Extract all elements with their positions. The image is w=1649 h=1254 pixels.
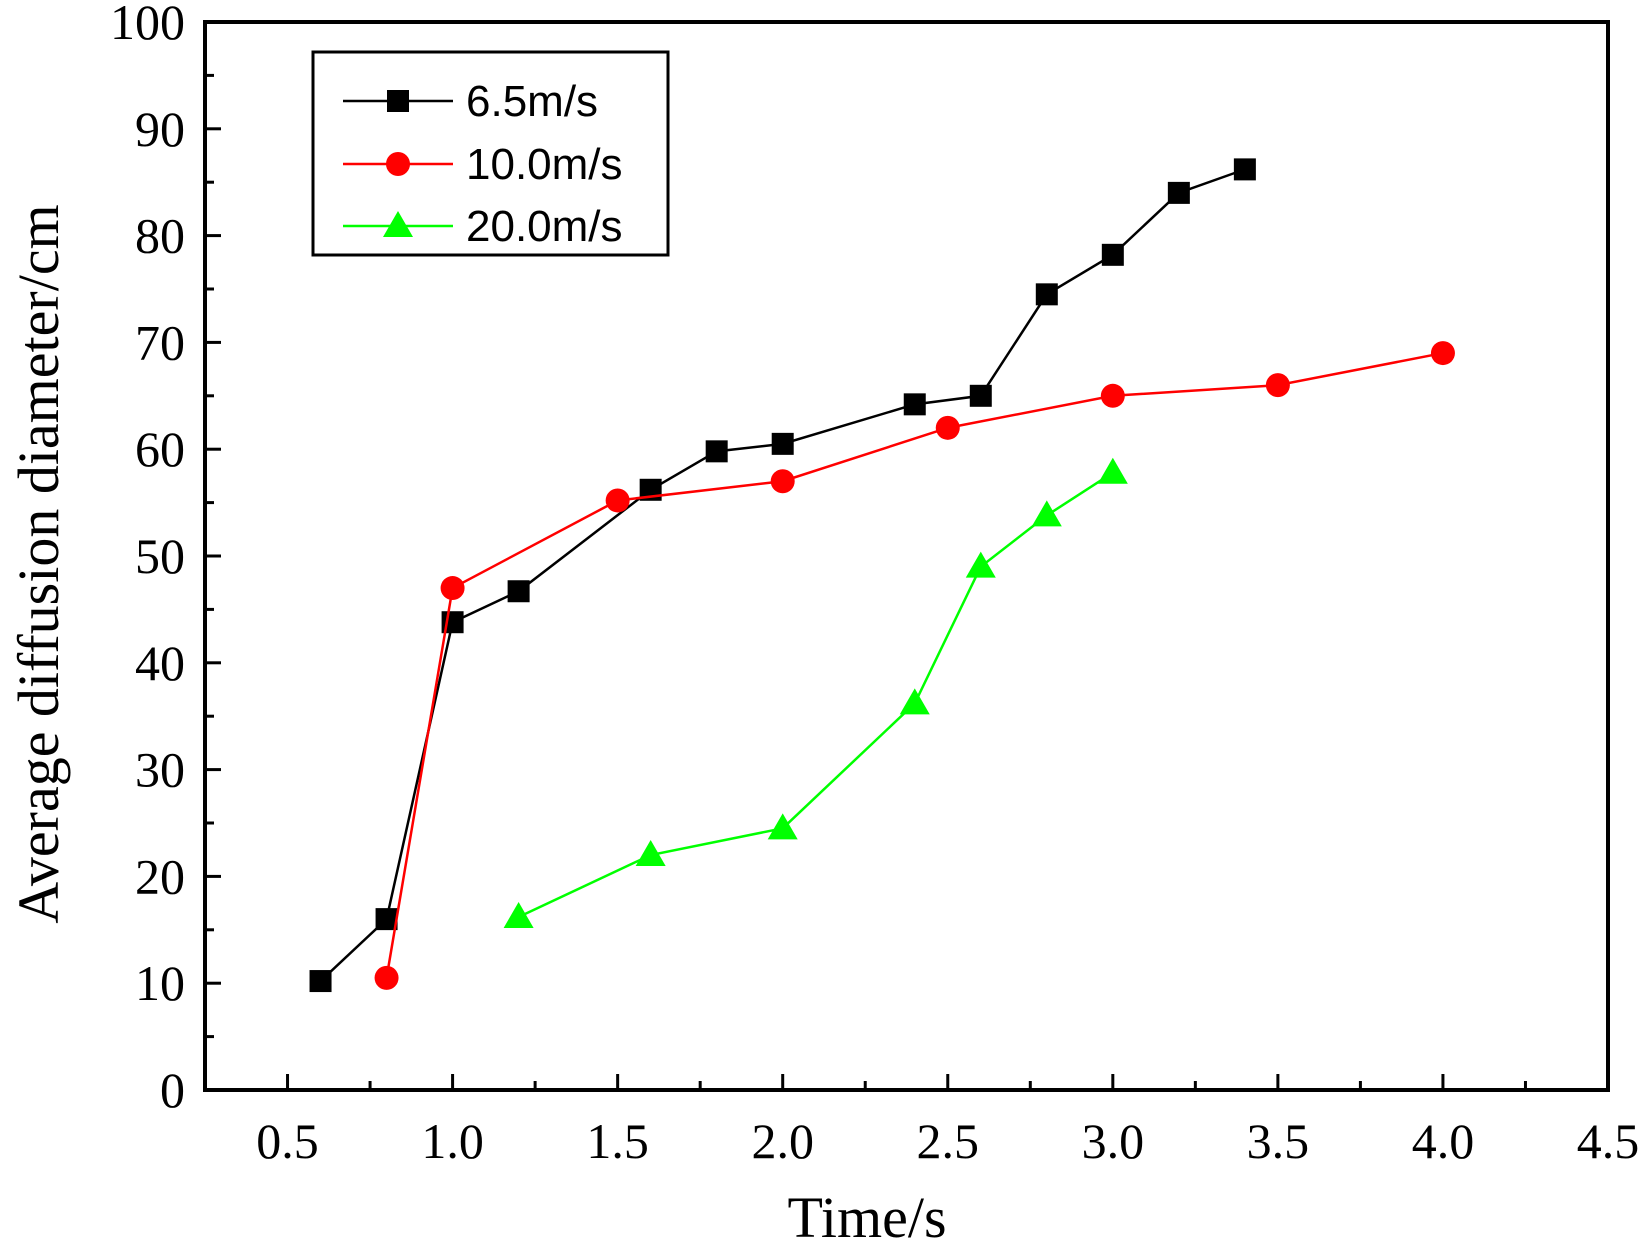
data-point bbox=[375, 908, 398, 931]
legend-frame bbox=[311, 50, 670, 257]
y-tick-label: 20 bbox=[135, 848, 185, 904]
data-point bbox=[1031, 500, 1062, 527]
data-point bbox=[935, 415, 960, 440]
y-tick-label: 100 bbox=[110, 0, 185, 50]
y-tick-label: 10 bbox=[135, 955, 185, 1011]
y-tick-label: 70 bbox=[135, 314, 185, 370]
data-point bbox=[705, 440, 728, 463]
data-point bbox=[635, 840, 666, 867]
data-point bbox=[309, 970, 332, 993]
legend-marker bbox=[386, 152, 410, 176]
data-point bbox=[1101, 243, 1124, 266]
data-point bbox=[1097, 457, 1128, 484]
data-point bbox=[767, 813, 798, 840]
data-point bbox=[903, 393, 926, 416]
data-point bbox=[1100, 383, 1125, 408]
x-tick-label: 4.0 bbox=[1412, 1113, 1475, 1169]
data-point bbox=[1167, 181, 1190, 204]
series-1 bbox=[374, 341, 1455, 990]
y-tick-label: 40 bbox=[135, 635, 185, 691]
data-point bbox=[1265, 373, 1290, 398]
legend-marker bbox=[383, 211, 413, 237]
series-layer bbox=[309, 158, 1455, 993]
data-point bbox=[771, 432, 794, 455]
y-tick-label: 0 bbox=[160, 1062, 185, 1118]
legend-label: 20.0m/s bbox=[466, 202, 623, 251]
x-tick-label: 3.5 bbox=[1247, 1113, 1310, 1169]
data-point bbox=[503, 901, 534, 928]
x-tick-label: 1.5 bbox=[586, 1113, 649, 1169]
x-tick-label: 0.5 bbox=[256, 1113, 319, 1169]
x-axis-title: Time/s bbox=[787, 1185, 946, 1250]
series-2 bbox=[503, 457, 1128, 928]
data-point bbox=[507, 580, 530, 603]
series-line bbox=[518, 471, 1114, 919]
y-tick-label: 90 bbox=[135, 101, 185, 157]
legend: 6.5m/s 10.0m/s 20.0m/s bbox=[311, 50, 670, 257]
data-point bbox=[770, 469, 795, 494]
y-tick-label: 50 bbox=[135, 528, 185, 584]
legend-item-0: 6.5m/s bbox=[343, 77, 598, 126]
y-axis-title: Average diffusion diameter/cm bbox=[6, 204, 71, 923]
axis-ticks: 0.5 1.0 1.5 2.0 2.5 3.0 3.5 4.0 4.5 0 10 20 30 40 50 60… bbox=[110, 0, 1639, 1169]
series-0 bbox=[309, 158, 1256, 993]
legend-label: 10.0m/s bbox=[466, 140, 623, 189]
series-line bbox=[385, 351, 1444, 979]
data-point bbox=[1035, 283, 1058, 306]
data-point bbox=[440, 576, 465, 601]
x-tick-label: 1.0 bbox=[421, 1113, 484, 1169]
data-point bbox=[965, 551, 996, 578]
legend-marker bbox=[387, 90, 409, 112]
data-point bbox=[374, 965, 399, 990]
x-tick-label: 4.5 bbox=[1577, 1113, 1640, 1169]
series-line bbox=[319, 168, 1246, 982]
data-point bbox=[1430, 341, 1455, 366]
x-tick-label: 2.0 bbox=[751, 1113, 814, 1169]
legend-item-1: 10.0m/s bbox=[343, 140, 623, 189]
y-tick-label: 80 bbox=[135, 208, 185, 264]
y-tick-label: 60 bbox=[135, 421, 185, 477]
data-point bbox=[899, 688, 930, 715]
legend-label: 6.5m/s bbox=[466, 77, 598, 126]
x-tick-label: 2.5 bbox=[917, 1113, 980, 1169]
data-point bbox=[969, 384, 992, 407]
y-tick-label: 30 bbox=[135, 742, 185, 798]
data-point bbox=[605, 488, 630, 513]
x-tick-label: 3.0 bbox=[1082, 1113, 1145, 1169]
legend-item-2: 20.0m/s bbox=[343, 202, 623, 251]
data-point bbox=[1233, 158, 1256, 181]
